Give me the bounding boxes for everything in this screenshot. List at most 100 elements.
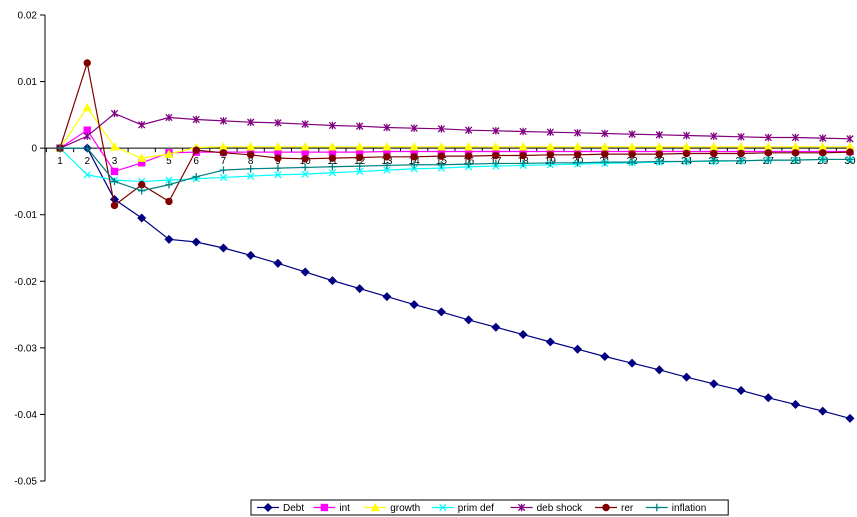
y-tick-label: -0.04 [14, 410, 37, 421]
data-point-growth [464, 142, 474, 151]
data-point-debt [246, 250, 256, 260]
data-point-inflation [819, 155, 827, 164]
data-point-inflation [383, 161, 391, 170]
data-point-growth [355, 142, 365, 151]
data-point-debt [355, 284, 365, 294]
data-point-debt [164, 234, 174, 244]
data-point-deb-shock [247, 118, 255, 126]
data-point-debt [600, 352, 610, 362]
data-point-rer [246, 151, 255, 159]
data-point-inflation [274, 164, 282, 172]
legend-swatch-marker [653, 503, 661, 512]
data-point-growth [300, 142, 310, 151]
data-point-rer [601, 150, 609, 158]
x-tick-label: 12 [354, 156, 366, 167]
legend-label: deb shock [537, 503, 584, 514]
data-point-deb-shock [573, 129, 582, 137]
y-tick-label: -0.03 [14, 343, 37, 354]
data-point-deb-shock [819, 134, 827, 142]
data-point-int [83, 126, 91, 134]
y-tick-label: 0 [31, 144, 37, 155]
x-tick-label: 13 [381, 156, 393, 167]
data-point-debt [518, 330, 528, 340]
legend-swatch-marker [439, 503, 447, 512]
data-point-rer [819, 149, 827, 157]
legend-swatch-marker [320, 503, 329, 512]
data-point-growth [573, 142, 583, 151]
data-point-inflation [628, 158, 636, 166]
data-point-debt [736, 385, 746, 395]
data-point-deb-shock [710, 132, 718, 140]
data-point-inflation [464, 160, 473, 168]
data-point-inflation [110, 177, 119, 186]
legend-swatch-marker [370, 502, 380, 512]
data-point-deb-shock [655, 131, 663, 139]
data-point-inflation [519, 159, 527, 168]
series-line-debt [60, 147, 851, 420]
data-point-growth [654, 142, 664, 151]
data-point-inflation [192, 173, 200, 181]
data-point-prim-def [328, 169, 337, 177]
data-point-rer [301, 155, 309, 163]
data-point-growth [600, 142, 610, 151]
data-point-int [110, 167, 119, 176]
data-point-prim-def [219, 173, 228, 182]
data-point-rer [710, 149, 718, 158]
data-point-rer [437, 152, 446, 160]
data-point-inflation [138, 187, 146, 195]
x-tick-label: 3 [112, 156, 118, 167]
y-tick-label: 0.01 [18, 77, 38, 88]
data-point-deb-shock [464, 126, 473, 134]
series-line-int [59, 129, 850, 173]
data-point-deb-shock [737, 133, 745, 141]
data-point-prim-def [355, 167, 364, 176]
x-tick-label: 5 [166, 156, 172, 167]
legend-label: growth [390, 503, 420, 514]
data-point-growth [246, 142, 256, 151]
data-point-debt [818, 406, 828, 416]
series-debt [55, 143, 855, 423]
series-line-growth [59, 106, 850, 159]
series-line-deb-shock [59, 112, 851, 149]
x-tick-label: 1 [57, 156, 63, 167]
data-point-debt [218, 243, 228, 253]
data-point-deb-shock [492, 127, 500, 135]
data-point-growth [627, 142, 637, 151]
data-point-rer [492, 151, 500, 160]
data-point-deb-shock [546, 128, 555, 136]
legend-label: int [339, 503, 350, 514]
data-point-inflation [56, 144, 64, 152]
legend-item-prim-def: prim def [431, 503, 494, 514]
data-point-rer [110, 201, 119, 210]
data-point-debt [137, 213, 147, 223]
data-point-inflation [165, 181, 173, 189]
data-point-deb-shock [791, 133, 800, 142]
data-point-inflation [328, 163, 337, 171]
data-point-debt [709, 379, 719, 389]
data-point-deb-shock [138, 121, 146, 129]
data-point-prim-def [165, 176, 173, 184]
data-point-inflation [355, 162, 364, 170]
data-point-rer [655, 150, 664, 158]
data-point-debt [763, 393, 773, 403]
data-point-deb-shock [219, 117, 228, 125]
series-line-rer [59, 62, 851, 207]
data-point-debt [464, 315, 474, 325]
data-point-rer [764, 149, 772, 157]
data-point-rer [737, 149, 745, 158]
data-point-growth [545, 142, 555, 151]
data-point-prim-def [247, 172, 255, 180]
plot-area [55, 59, 855, 423]
data-point-inflation [301, 163, 309, 172]
data-point-rer [682, 149, 691, 158]
data-point-inflation [573, 159, 582, 167]
series-inflation [56, 144, 854, 195]
data-point-growth [409, 142, 419, 151]
data-point-debt [845, 413, 855, 423]
data-point-debt [327, 276, 337, 286]
data-point-growth [518, 142, 528, 151]
data-point-growth [82, 102, 92, 112]
data-point-inflation [682, 157, 691, 166]
data-point-rer [628, 150, 636, 158]
